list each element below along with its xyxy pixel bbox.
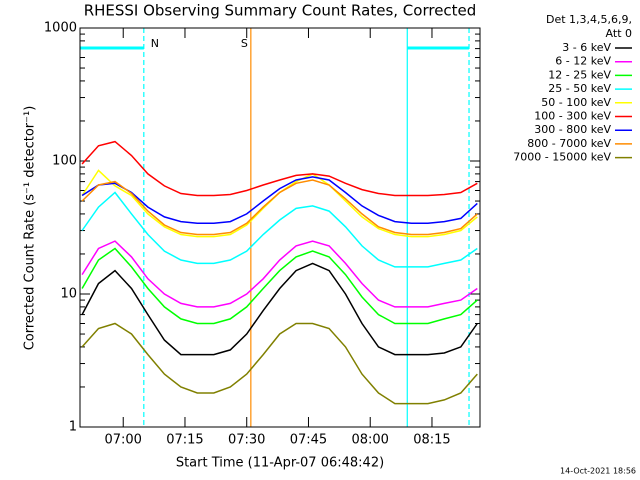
series-line xyxy=(81,322,478,405)
series-line xyxy=(81,140,478,197)
x-tick-label: 07:45 xyxy=(290,433,327,448)
plot-frame xyxy=(79,27,481,428)
y-tick-label: 1000 xyxy=(44,21,77,36)
legend-label: 25 - 50 keV xyxy=(548,82,611,95)
series-line xyxy=(81,179,478,236)
series-line xyxy=(81,176,478,225)
x-tick-label: 07:15 xyxy=(166,433,203,448)
y-axis-label: Corrected Count Rate (s⁻¹ detector⁻¹) xyxy=(23,106,38,351)
x-tick-label: 07:00 xyxy=(104,433,141,448)
y-tick-label: 1 xyxy=(69,420,77,435)
legend-header: Det 1,3,4,5,6,9, xyxy=(546,13,632,26)
footer: 14-Oct-2021 18:56 xyxy=(560,467,636,476)
x-tick-label: 08:15 xyxy=(413,433,450,448)
legend-label: 3 - 6 keV xyxy=(562,41,611,54)
legend-label: 100 - 300 keV xyxy=(534,110,611,123)
y-tick-label: 10 xyxy=(60,287,77,302)
legend-header: Att 0 xyxy=(606,27,632,40)
chart-title: RHESSI Observing Summary Count Rates, Co… xyxy=(84,2,477,20)
series-line xyxy=(81,262,478,356)
legend-label: 50 - 100 keV xyxy=(541,96,611,109)
legend-label: 6 - 12 keV xyxy=(555,55,611,68)
legend-label: 12 - 25 keV xyxy=(548,68,611,81)
y-tick-label: 100 xyxy=(52,154,77,169)
marker-label: N xyxy=(151,37,159,50)
series-line xyxy=(81,240,478,308)
legend-label: 300 - 800 keV xyxy=(534,123,611,136)
legend-label: 7000 - 15000 keV xyxy=(513,151,611,164)
x-axis-label: Start Time (11-Apr-07 06:48:42) xyxy=(176,456,384,471)
x-tick-label: 07:30 xyxy=(228,433,265,448)
legend-label: 800 - 7000 keV xyxy=(527,137,611,150)
series-line xyxy=(81,191,478,268)
x-tick-label: 08:00 xyxy=(351,433,388,448)
series-line xyxy=(81,247,478,325)
marker-label: S xyxy=(241,37,248,50)
